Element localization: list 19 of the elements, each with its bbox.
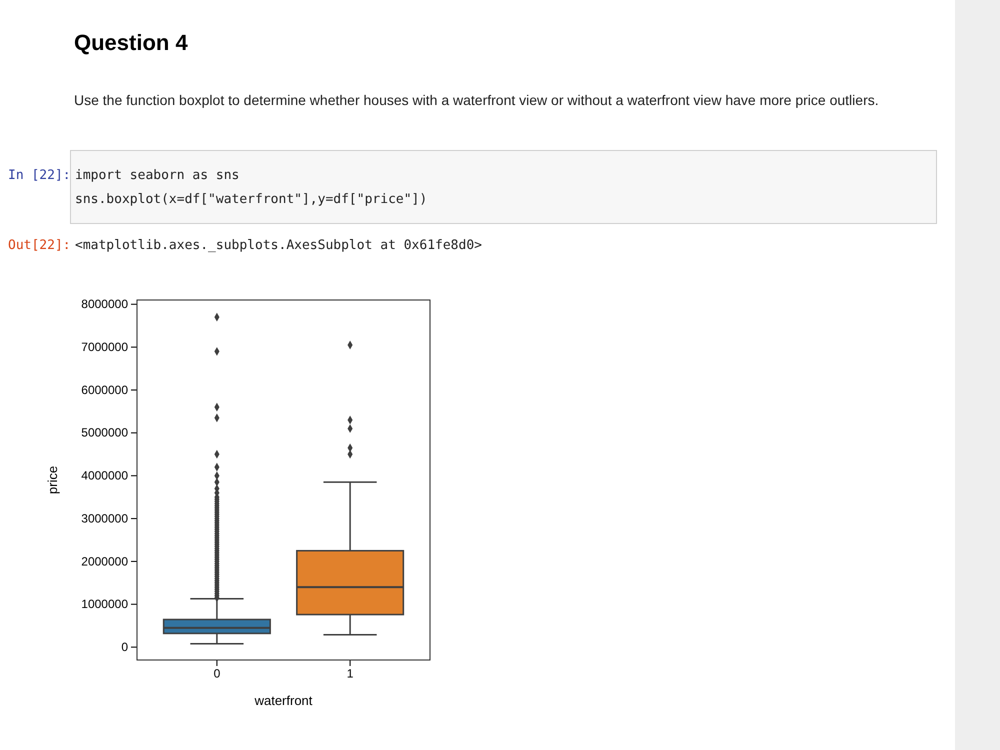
y-tick-label: 7000000 xyxy=(81,340,128,354)
text: <matplotlib.axes._subplots.AxesSubplot at 0x61fe8d0> xyxy=(75,238,482,253)
y-tick-label: 2000000 xyxy=(81,554,128,568)
text: import seaborn as sns xyxy=(75,168,240,183)
text: In [22]: xyxy=(8,168,71,183)
y-tick-label: 1000000 xyxy=(81,597,128,612)
y-tick-label: 4000000 xyxy=(81,468,128,483)
y-tick-label: 0 xyxy=(121,640,128,654)
x-tick-label: 1 xyxy=(346,666,354,681)
text: Out[22]: xyxy=(8,238,71,253)
y-tick-label: 8000000 xyxy=(81,297,128,312)
text: Use the function boxplot to determine whether houses with a waterfront view or without a waterfront view have more price outliers. xyxy=(74,92,879,108)
y-tick-label: 5000000 xyxy=(81,426,128,440)
text: sns.boxplot(x=df["waterfront"],y=df["price"]) xyxy=(75,192,428,207)
y-tick-label: 3000000 xyxy=(81,511,128,526)
y-tick-label: 6000000 xyxy=(81,382,128,397)
x-axis-title: waterfront xyxy=(254,693,313,708)
y-axis-title: price xyxy=(45,466,60,494)
chart-title: Question 4 xyxy=(74,30,188,56)
